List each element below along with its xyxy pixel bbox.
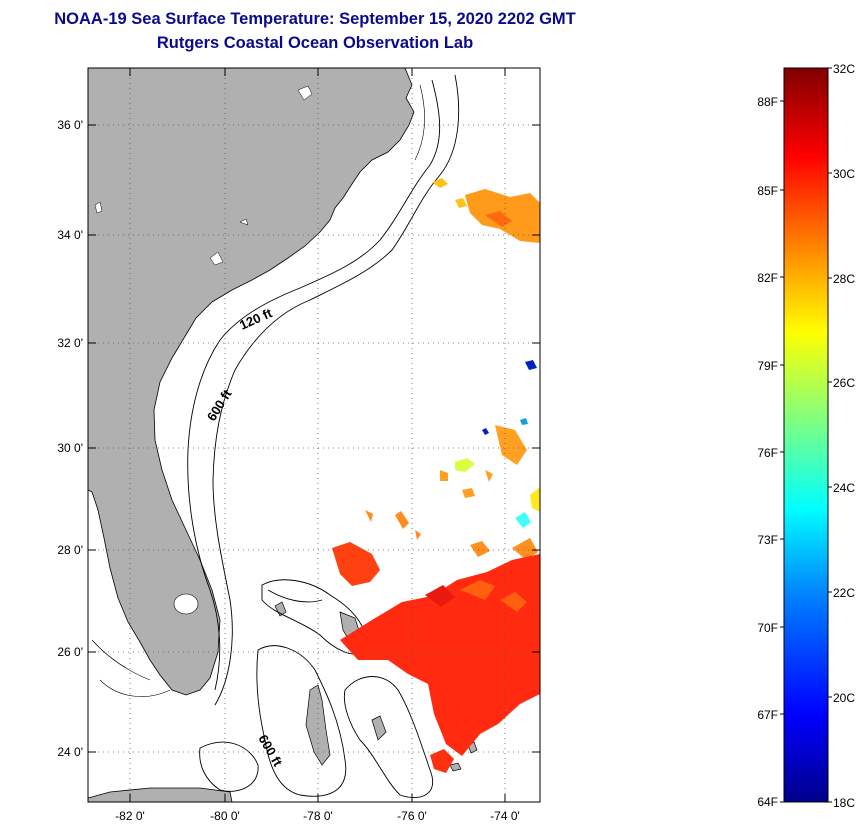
colorbar-f-label: 70F xyxy=(757,621,778,635)
lon-label: -74 0' xyxy=(490,809,520,823)
lat-label: 26 0' xyxy=(57,645,83,659)
mainland-land xyxy=(88,68,415,696)
colorbar-c-label: 32C xyxy=(833,62,855,76)
lat-label: 24 0' xyxy=(57,745,83,759)
cuba-land xyxy=(88,787,233,802)
colorbar-f-label: 76F xyxy=(757,446,778,460)
colorbar: 32C 30C 28C 26C 24C 22C 20C 18C 88F 85F … xyxy=(757,62,855,810)
lat-label: 36 0' xyxy=(57,118,83,132)
map-area: 120 ft 600 ft 600 ft xyxy=(88,68,540,802)
colorbar-c-label: 26C xyxy=(833,376,855,390)
lon-label: -80 0' xyxy=(210,809,240,823)
lat-label: 28 0' xyxy=(57,543,83,557)
colorbar-c-label: 18C xyxy=(833,796,855,810)
colorbar-f-label: 79F xyxy=(757,359,778,373)
colorbar-f-label: 64F xyxy=(757,795,778,809)
tick-marks xyxy=(88,68,540,802)
colorbar-c-label: 30C xyxy=(833,167,855,181)
lake-okeechobee xyxy=(173,593,199,615)
map-subtitle: Rutgers Coastal Ocean Observation Lab xyxy=(156,34,474,52)
colorbar-c-label: 22C xyxy=(833,586,855,600)
colorbar-f-label: 88F xyxy=(757,95,778,109)
colorbar-c-label: 24C xyxy=(833,481,855,495)
colorbar-f-label: 85F xyxy=(757,184,778,198)
lat-label: 32 0' xyxy=(57,336,83,350)
colorbar-c-label: 28C xyxy=(833,272,855,286)
lat-label: 34 0' xyxy=(57,228,83,242)
map-frame xyxy=(87,67,541,803)
map-title: NOAA-19 Sea Surface Temperature: Septemb… xyxy=(54,10,576,28)
lon-label: -76 0' xyxy=(397,809,427,823)
lon-label: -82 0' xyxy=(115,809,145,823)
contour-120ft xyxy=(187,79,441,691)
colorbar-f-label: 82F xyxy=(757,271,778,285)
sst-data xyxy=(332,178,540,773)
colorbar-scale xyxy=(783,67,829,803)
colorbar-f-label: 73F xyxy=(757,533,778,547)
colorbar-c-label: 20C xyxy=(833,691,855,705)
colorbar-f-label: 67F xyxy=(757,708,778,722)
graticule xyxy=(88,68,540,802)
lat-label: 30 0' xyxy=(57,441,83,455)
lon-label: -78 0' xyxy=(303,809,333,823)
